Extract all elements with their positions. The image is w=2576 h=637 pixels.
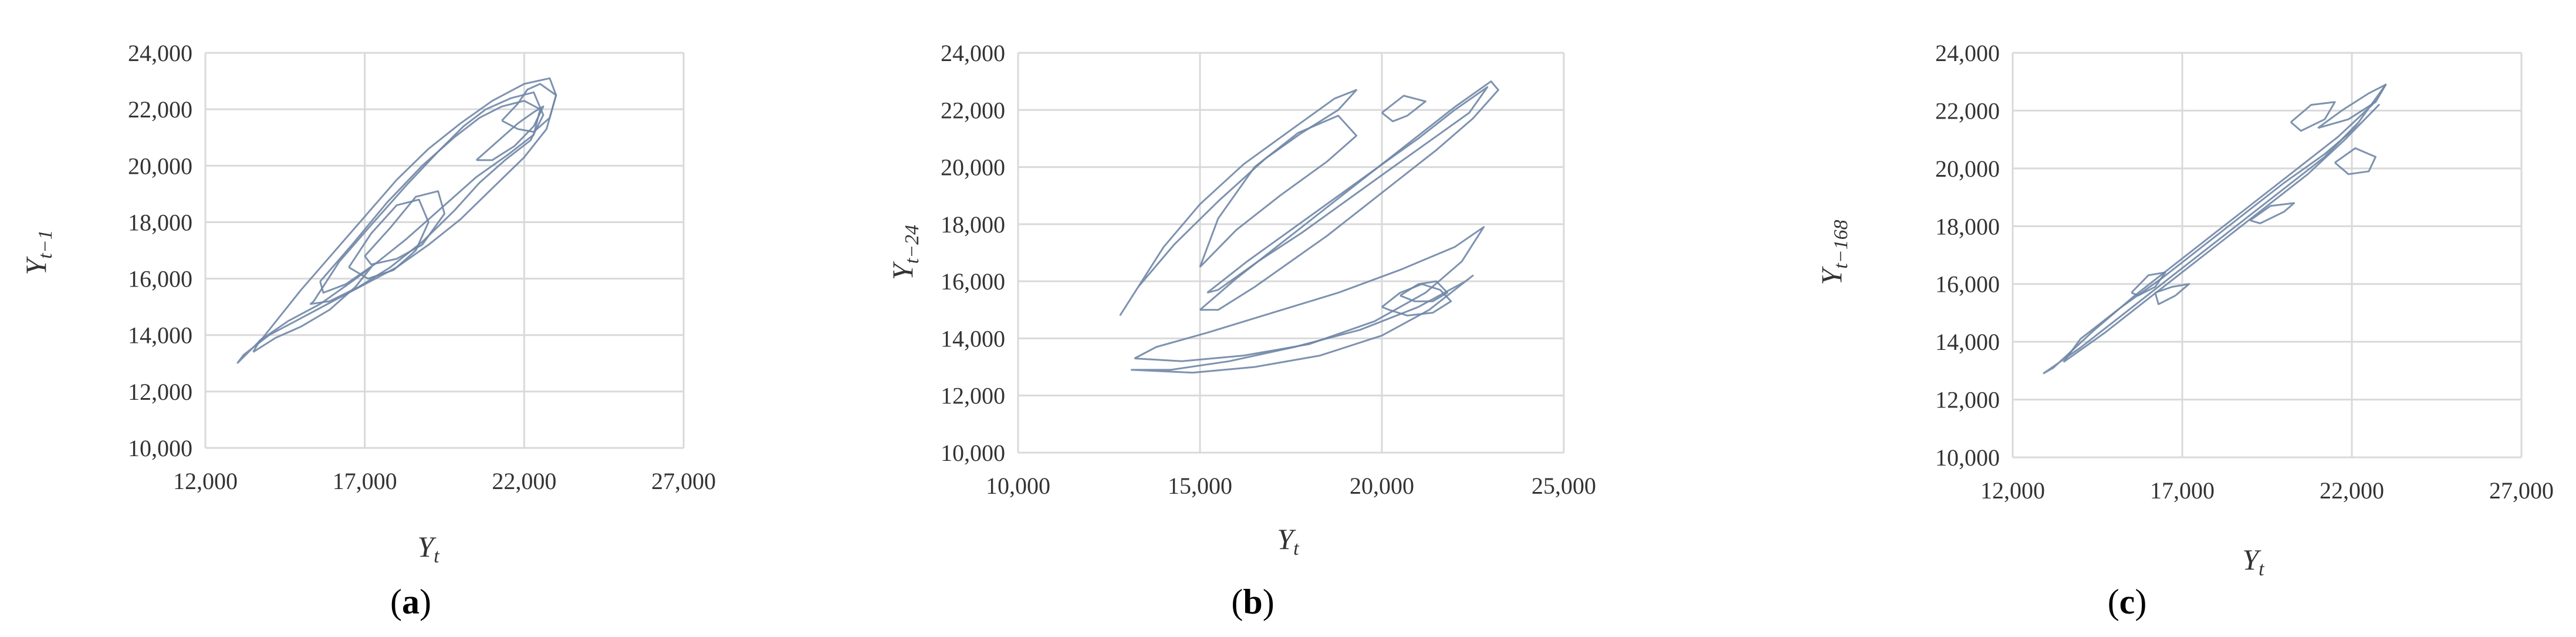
- series-line-7: [2334, 147, 2376, 176]
- series-line-5: [2249, 202, 2296, 224]
- y-axis-label: Yt−1: [19, 230, 56, 275]
- x-axis-label: Yt: [1277, 523, 1300, 560]
- series-line-4: [1199, 114, 1358, 268]
- y-axis-label: Yt−168: [1815, 220, 1852, 285]
- y-tick-label: 16,000: [128, 266, 192, 292]
- series-line-2: [309, 91, 545, 305]
- series-line-6: [1134, 226, 1485, 362]
- y-tick-label: 18,000: [1935, 213, 2000, 240]
- series-line-4: [2154, 283, 2190, 305]
- chart-panel-c: 12,000 17,000 22,000 27,000 10,000 12,000 14,0…: [1815, 40, 2554, 621]
- y-tick-label: 16,000: [941, 268, 1005, 295]
- series-line-5: [364, 190, 445, 265]
- y-tick-label: 10,000: [128, 435, 192, 461]
- y-tick-label: 22,000: [128, 96, 192, 123]
- y-tick-label: 10,000: [1935, 444, 2000, 471]
- series-line-7: [252, 266, 372, 353]
- panel-label: (c): [2108, 582, 2147, 621]
- series-line-8: [2317, 83, 2387, 129]
- series-line-3: [1119, 89, 1358, 316]
- y-tick-label: 12,000: [941, 383, 1005, 409]
- chart-panel-a: 12,000 17,000 22,000 27,000 10,000 12,000 14,0…: [19, 40, 716, 621]
- y-tick-label: 12,000: [1935, 387, 2000, 413]
- y-tick-label: 22,000: [1935, 97, 2000, 124]
- panel-label: (a): [390, 582, 431, 621]
- y-tick-label: 14,000: [941, 325, 1005, 352]
- series-line-2: [2063, 104, 2380, 363]
- x-axis-label: Yt: [2242, 543, 2265, 580]
- x-tick-label: 12,000: [1980, 477, 2045, 504]
- y-tick-label: 22,000: [941, 97, 1005, 123]
- y-tick-label: 12,000: [128, 379, 192, 405]
- x-tick-label: 27,000: [2489, 477, 2554, 504]
- y-tick-label: 14,000: [1935, 329, 2000, 355]
- y-tick-label: 14,000: [128, 322, 192, 349]
- x-tick-label: 20,000: [1350, 473, 1414, 499]
- x-tick-label: 22,000: [2320, 477, 2384, 504]
- series-line-2: [1206, 86, 1489, 294]
- series-line-6: [475, 105, 545, 161]
- y-tick-label: 24,000: [1935, 40, 2000, 66]
- y-tick-label: 24,000: [128, 40, 192, 66]
- x-tick-label: 22,000: [492, 468, 556, 494]
- series-line-4: [348, 198, 430, 280]
- y-tick-label: 24,000: [941, 40, 1005, 66]
- series-line-9: [1399, 280, 1449, 302]
- series-line-8: [1381, 283, 1452, 316]
- x-tick-label: 10,000: [986, 473, 1050, 499]
- y-axis-label: Yt−24: [886, 225, 923, 280]
- y-tick-label: 10,000: [941, 440, 1005, 466]
- x-tick-label: 25,000: [1532, 473, 1596, 499]
- series-line-5: [1381, 95, 1426, 123]
- y-tick-label: 20,000: [941, 154, 1005, 181]
- series-line-3: [2131, 271, 2166, 296]
- panel-label: (b): [1231, 582, 1274, 621]
- x-tick-label: 15,000: [1168, 473, 1232, 499]
- series-line-7: [1131, 274, 1474, 374]
- y-tick-label: 16,000: [1935, 271, 2000, 298]
- y-tick-label: 18,000: [941, 211, 1005, 238]
- series-line-6: [2290, 101, 2336, 132]
- series-line-8: [501, 83, 557, 133]
- series-line-3: [319, 100, 541, 294]
- x-tick-label: 27,000: [651, 468, 716, 494]
- chart-panel-b: 10,000 15,000 20,000 25,000 10,000 12,000 14,0…: [886, 40, 1596, 621]
- y-tick-label: 20,000: [1935, 156, 2000, 182]
- y-tick-label: 20,000: [128, 153, 192, 179]
- x-tick-label: 12,000: [173, 468, 238, 494]
- series-line-1: [2043, 83, 2387, 375]
- x-tick-label: 17,000: [333, 468, 397, 494]
- y-tick-label: 18,000: [128, 209, 192, 235]
- series-line-1: [1199, 80, 1499, 311]
- x-axis-label: Yt: [417, 530, 440, 567]
- x-tick-label: 17,000: [2150, 477, 2215, 504]
